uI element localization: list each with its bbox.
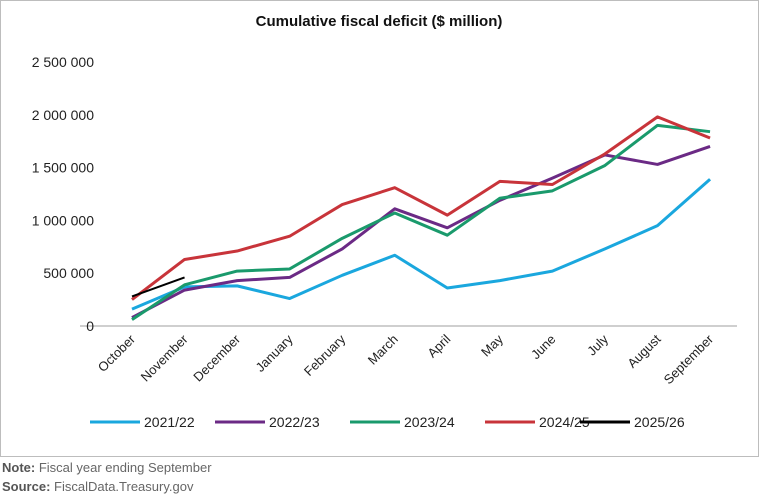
legend-label: 2023/24 (404, 414, 455, 430)
source-text: FiscalData.Treasury.gov (50, 479, 194, 494)
series-line-2022-23 (131, 145, 711, 319)
series-line-2024-25 (131, 115, 711, 301)
y-tick-label: 2 000 000 (32, 107, 94, 123)
x-tick-label: August (624, 331, 663, 370)
legend-label: 2021/22 (144, 414, 195, 430)
x-tick-label: May (478, 331, 506, 359)
x-tick-label: February (301, 331, 349, 379)
y-tick-label: 2 500 000 (32, 54, 94, 70)
y-tick-label: 1 000 000 (32, 212, 94, 228)
source-label: Source: (2, 479, 51, 494)
x-tick-label: April (424, 331, 453, 360)
legend-label: 2025/26 (634, 414, 685, 430)
x-tick-label: March (365, 332, 401, 368)
y-tick-label: 1 500 000 (32, 160, 94, 176)
chart-title: Cumulative fiscal deficit ($ million) (256, 13, 503, 30)
note-text: Fiscal year ending September (35, 460, 212, 475)
x-tick-label: January (252, 331, 296, 375)
legend-label: 2022/23 (269, 414, 320, 430)
y-tick-label: 500 000 (43, 265, 94, 281)
note: Note: Fiscal year ending September (2, 460, 212, 475)
note-label: Note: (2, 460, 36, 475)
x-tick-label: November (138, 331, 191, 384)
x-tick-label: December (190, 331, 243, 384)
source: Source: FiscalData.Treasury.gov (2, 479, 193, 494)
series-line-2023-24 (131, 123, 711, 321)
x-tick-label: June (528, 332, 559, 363)
series-line-2025-26 (131, 276, 185, 298)
series-line-2021-22 (131, 178, 712, 311)
x-tick-label: September (661, 331, 717, 387)
y-tick-label: 0 (86, 318, 94, 334)
line-chart: Cumulative fiscal deficit ($ million) 0 50… (32, 13, 737, 430)
x-tick-label: July (584, 331, 611, 358)
legend-label: 2024/25 (539, 414, 590, 430)
x-tick-label: October (95, 331, 139, 375)
